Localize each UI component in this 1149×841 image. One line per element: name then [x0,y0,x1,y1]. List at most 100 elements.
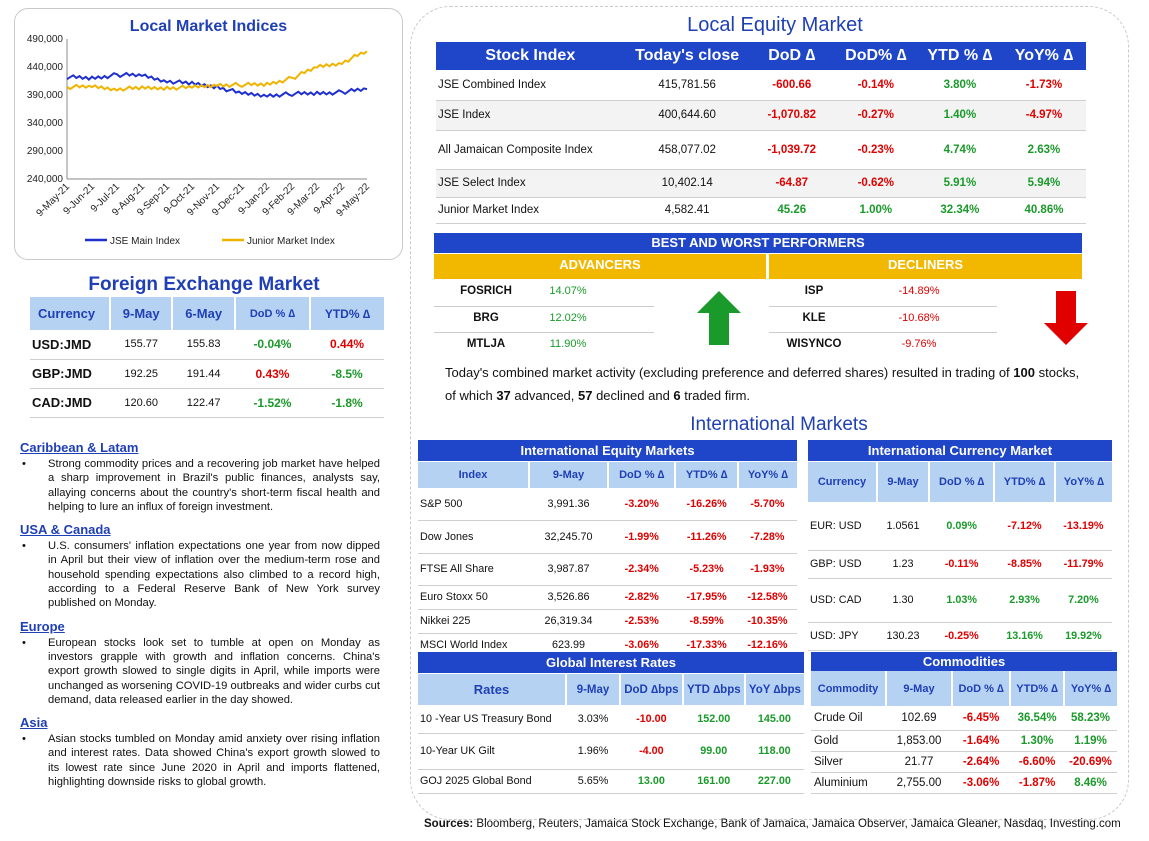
market-activity-summary: Today's combined market activity (exclud… [445,361,1090,407]
advancers-list: FOSRICH 14.07% BRG 12.02% MTLJA 11.90% [434,280,654,359]
intl-currency-row-change: 13.16% [994,622,1055,651]
equity-change: 4.74% [917,130,1002,170]
intl-equity-row-change: -5.70% [737,488,797,521]
intl-currency-row: GBP: USD 1.23 -0.11% -8.85% -11.79% [808,550,1112,579]
commodity-row-change: 8.46% [1064,772,1117,794]
intl-equity-row: S&P 500 3,991.36 -3.20% -16.26% -5.70% [418,488,797,521]
intl-equity-row-change: -2.34% [608,553,676,586]
intl-currency-row-value: 1.0561 [877,502,929,551]
rate-row-change: -10.00 [620,705,683,734]
intl-currency-table: Currency 9-May DoD % ∆ YTD% ∆ YoY% ∆ EUR… [808,462,1112,651]
commodity-row-change: -1.64% [952,730,1011,752]
intl-equity-header: DoD % ∆ [606,462,676,488]
legend-label: JSE Main Index [110,236,180,247]
fx-dod: -1.52% [234,388,311,418]
rate-row: GOJ 2025 Global Bond 5.65% 13.00 161.00 227.… [418,769,804,794]
commodity-row-value: 21.77 [886,751,952,773]
fx-header: YTD% ∆ [309,297,384,330]
summary-advanced: 37 [496,388,511,403]
intl-currency-row-change: -7.12% [994,502,1055,551]
commodity-row-change: -6.60% [1010,751,1064,773]
equity-change: 1.40% [917,100,1002,131]
equity-close: 4,582.41 [624,197,750,224]
fx-currency: CAD:JMD [30,388,110,418]
intl-equity-row-change: -11.26% [675,520,738,554]
intl-equity-row-change: -2.53% [608,609,676,634]
fx-title: Foreign Exchange Market [88,274,320,295]
news-item: • European stocks look set to tumble at o… [20,636,380,707]
news-block: Asia • Asian stocks tumbled on Monday amid… [20,715,380,789]
fx-ytd: -1.8% [310,388,384,418]
intl-currency-row-change: -8.85% [994,550,1055,579]
equity-change: 32.34% [917,197,1002,224]
local-equity-table: Stock Index Today's close DoD ∆ DoD% ∆ Y… [436,42,1086,224]
performers-title: BEST AND WORST PERFORMERS [434,233,1082,253]
equity-change: 5.94% [1001,169,1086,198]
rates-header: YoY ∆bps [743,674,804,705]
intl-currency-header: YoY% ∆ [1053,462,1112,502]
equity-index-name: JSE Index [436,100,625,131]
commodity-row-label: Aluminium [811,772,886,794]
news-item: • U.S. consumers' inflation expectations … [20,539,380,610]
sources-line: Sources: Bloomberg, Reuters, Jamaica Sto… [424,818,1144,830]
intl-equity-header: Index [458,469,488,481]
equity-header: Today's close [635,47,740,64]
markets-panel [410,6,1129,820]
fx-header: DoD % ∆ [233,297,311,330]
commodity-row-change: 36.54% [1010,706,1064,731]
bullet-icon: • [22,733,26,746]
intl-currency-row-label: EUR: USD [808,502,877,551]
fx-currency: USD:JMD [30,330,110,360]
summary-text: Today's combined market activity (exclud… [445,365,1014,380]
y-tick-label: 240,000 [27,174,64,185]
news-text: U.S. consumers' inflation expectations o… [48,540,380,610]
intl-equity-row-label: Dow Jones [418,520,529,554]
intl-equity-header: YoY% ∆ [736,462,797,488]
equity-header: Stock Index [485,47,576,64]
intl-equity-header: YTD% ∆ [674,462,738,488]
fx-rate: 192.25 [110,359,173,389]
intl-equity-row-change: -1.93% [737,553,797,586]
summary-text: advanced, [510,388,578,403]
commodity-row-change: 58.23% [1064,706,1117,731]
intl-currency-row-change: 1.03% [929,578,995,623]
fx-dod: 0.43% [234,359,311,389]
rates-header: YTD ∆bps [681,674,745,705]
down-arrow-icon [1044,291,1088,345]
intl-markets-title: International Markets [690,414,868,435]
decliner-row: WISYNCO -9.76% [769,333,997,359]
up-arrow-icon [697,291,741,345]
commodity-row-label: Crude Oil [811,706,886,731]
decliner-symbol: KLE [802,311,826,324]
rates-header: Rates [473,682,510,697]
intl-currency-row-change: 7.20% [1054,578,1112,623]
intl-equity-title: International Equity Markets [418,440,797,461]
intl-currency-row-value: 1.23 [877,550,929,579]
equity-close: 458,077.02 [624,130,750,170]
fx-ytd: -8.5% [310,359,384,389]
news-heading: Caribbean & Latam [20,440,139,455]
intl-equity-row: Nikkei 225 26,319.34 -2.53% -8.59% -10.35% [418,609,797,634]
decliners-header: DECLINERS [769,254,1082,279]
summary-text: stocks, of which [445,365,1080,403]
intl-equity-row-value: 32,245.70 [529,520,608,554]
advancer-change: 12.02% [549,311,587,324]
equity-change: -600.66 [749,70,834,101]
rate-row-change: 161.00 [682,769,745,794]
intl-currency-title: International Currency Market [808,440,1112,461]
equity-change: -0.14% [833,70,918,101]
fx-row: USD:JMD 155.77 155.83 -0.04% 0.44% [30,330,384,360]
rate-row-change: 118.00 [744,733,804,770]
decliner-symbol: WISYNCO [786,338,842,350]
equity-header: DoD% ∆ [845,47,907,64]
equity-change: -0.62% [833,169,918,198]
rates-header: 9-May [565,674,620,705]
intl-equity-row-change: -1.99% [608,520,676,554]
equity-change: 3.80% [917,70,1002,101]
intl-currency-row-change: 19.92% [1054,622,1112,651]
commodities-header: 9-May [885,671,952,706]
advancer-row: MTLJA 11.90% [434,333,654,359]
commodities-header: YoY% ∆ [1063,671,1117,706]
rate-row-change: 13.00 [620,769,683,794]
rate-row: 10-Year UK Gilt 1.96% -4.00 99.00 118.00 [418,733,804,770]
